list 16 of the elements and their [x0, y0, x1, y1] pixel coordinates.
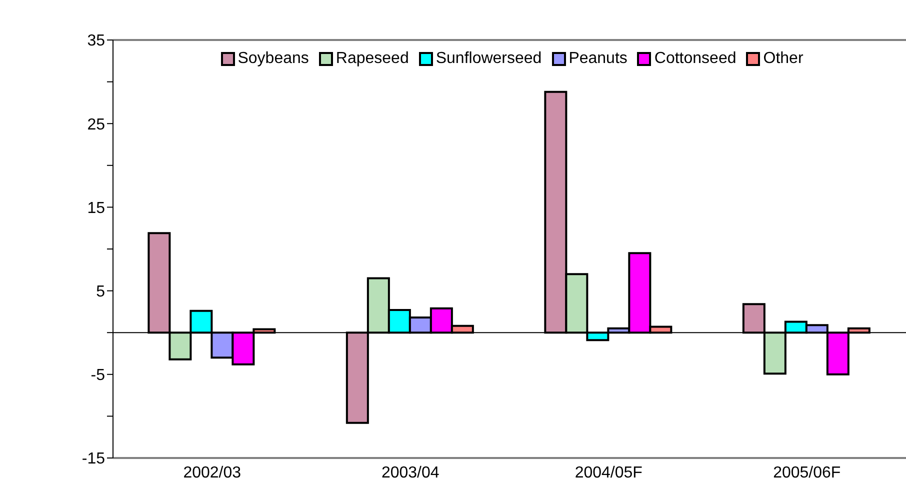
y-tick-label: 5: [96, 283, 106, 300]
y-tick-label: -5: [90, 367, 106, 384]
y-tick-label: 35: [87, 32, 106, 50]
legend-label: Other: [763, 50, 804, 68]
x-tick-label: 2003/04: [381, 464, 440, 482]
legend-label: Cottonseed: [654, 50, 736, 68]
x-tick-label: 2004/05F: [574, 464, 643, 482]
legend-label: Soybeans: [238, 50, 309, 68]
y-tick-label: -15: [82, 450, 106, 468]
x-tick-label: 2002/03: [183, 464, 242, 482]
y-tick-label: 15: [87, 200, 106, 217]
x-tick-label: 2005/06F: [773, 464, 841, 482]
legend-label: Sunflowerseed: [436, 50, 542, 68]
y-tick-label: 25: [87, 116, 106, 134]
legend-label: Peanuts: [568, 50, 628, 68]
legend-label: Rapeseed: [336, 50, 409, 68]
